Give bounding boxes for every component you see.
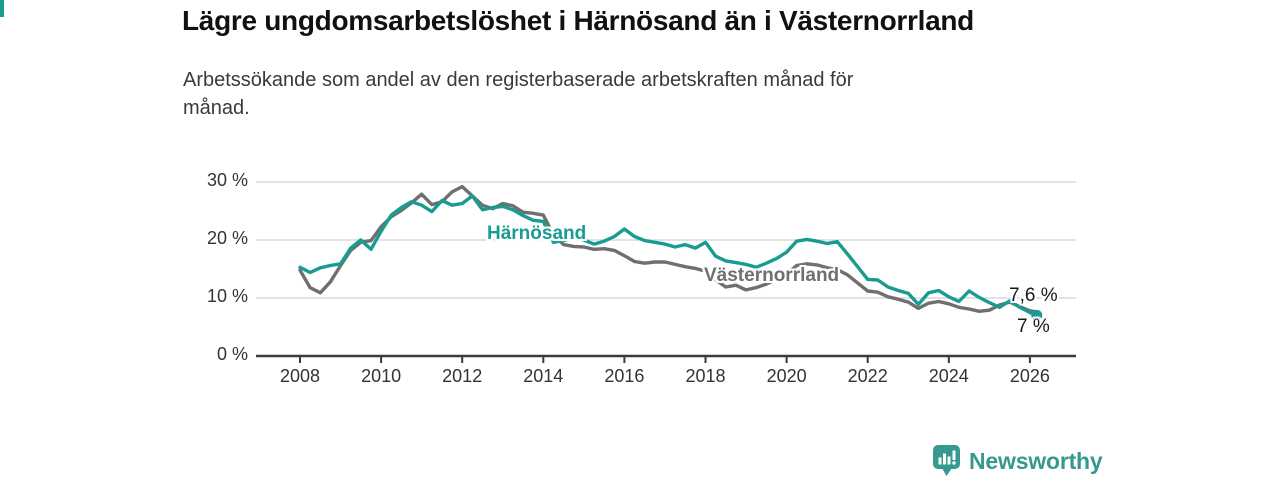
chart-title: Lägre ungdomsarbetslöshet i Härnösand än… — [182, 5, 974, 36]
x-axis-tick-label: 2022 — [847, 366, 888, 386]
chart-subtitle: Arbetssökande som andel av den registerb… — [183, 69, 854, 119]
x-axis-tick-label: 2012 — [442, 366, 483, 386]
x-axis-tick-label: 2026 — [1009, 366, 1050, 386]
x-axis-tick-label: 2018 — [685, 366, 726, 386]
line-västernorrland — [298, 184, 1039, 314]
x-axis-tick-label: 2008 — [279, 366, 321, 386]
x-axis-tick-label: 2020 — [766, 366, 807, 386]
y-axis-tick-label: 10 % — [206, 286, 248, 306]
x-axis-tick-label: 2010 — [361, 366, 402, 386]
y-axis-tick-label: 30 % — [206, 170, 248, 190]
end-dot-härnösand — [1031, 309, 1043, 321]
series-label-vasternorrland: Västernorrland — [704, 265, 840, 286]
brand-name: Newsworthy — [969, 447, 1103, 474]
newsworthy-badge-icon — [933, 445, 960, 476]
y-axis-tick-label: 0 % — [216, 344, 248, 364]
x-axis-tick-label: 2014 — [523, 366, 564, 386]
end-value-label-harnosand: 7 % — [1017, 316, 1050, 337]
y-axis: 30 % 20 % 10 % 0 % — [150, 0, 248, 480]
y-axis-tick-label: 20 % — [206, 228, 248, 248]
series-label-harnosand: Härnösand — [487, 223, 587, 244]
end-value-label-vasternorrland: 7,6 % — [1009, 285, 1058, 306]
newsworthy-logo: Newsworthy — [932, 444, 1103, 478]
accent-bar — [0, 0, 4, 17]
x-axis-tick-label: 2016 — [604, 366, 645, 386]
line-härnösand — [298, 194, 1039, 318]
x-axis-tick-label: 2024 — [928, 366, 969, 386]
x-axis: 2008 2010 2012 2014 2016 2018 2020 2022 2024 2026 — [0, 366, 1280, 390]
